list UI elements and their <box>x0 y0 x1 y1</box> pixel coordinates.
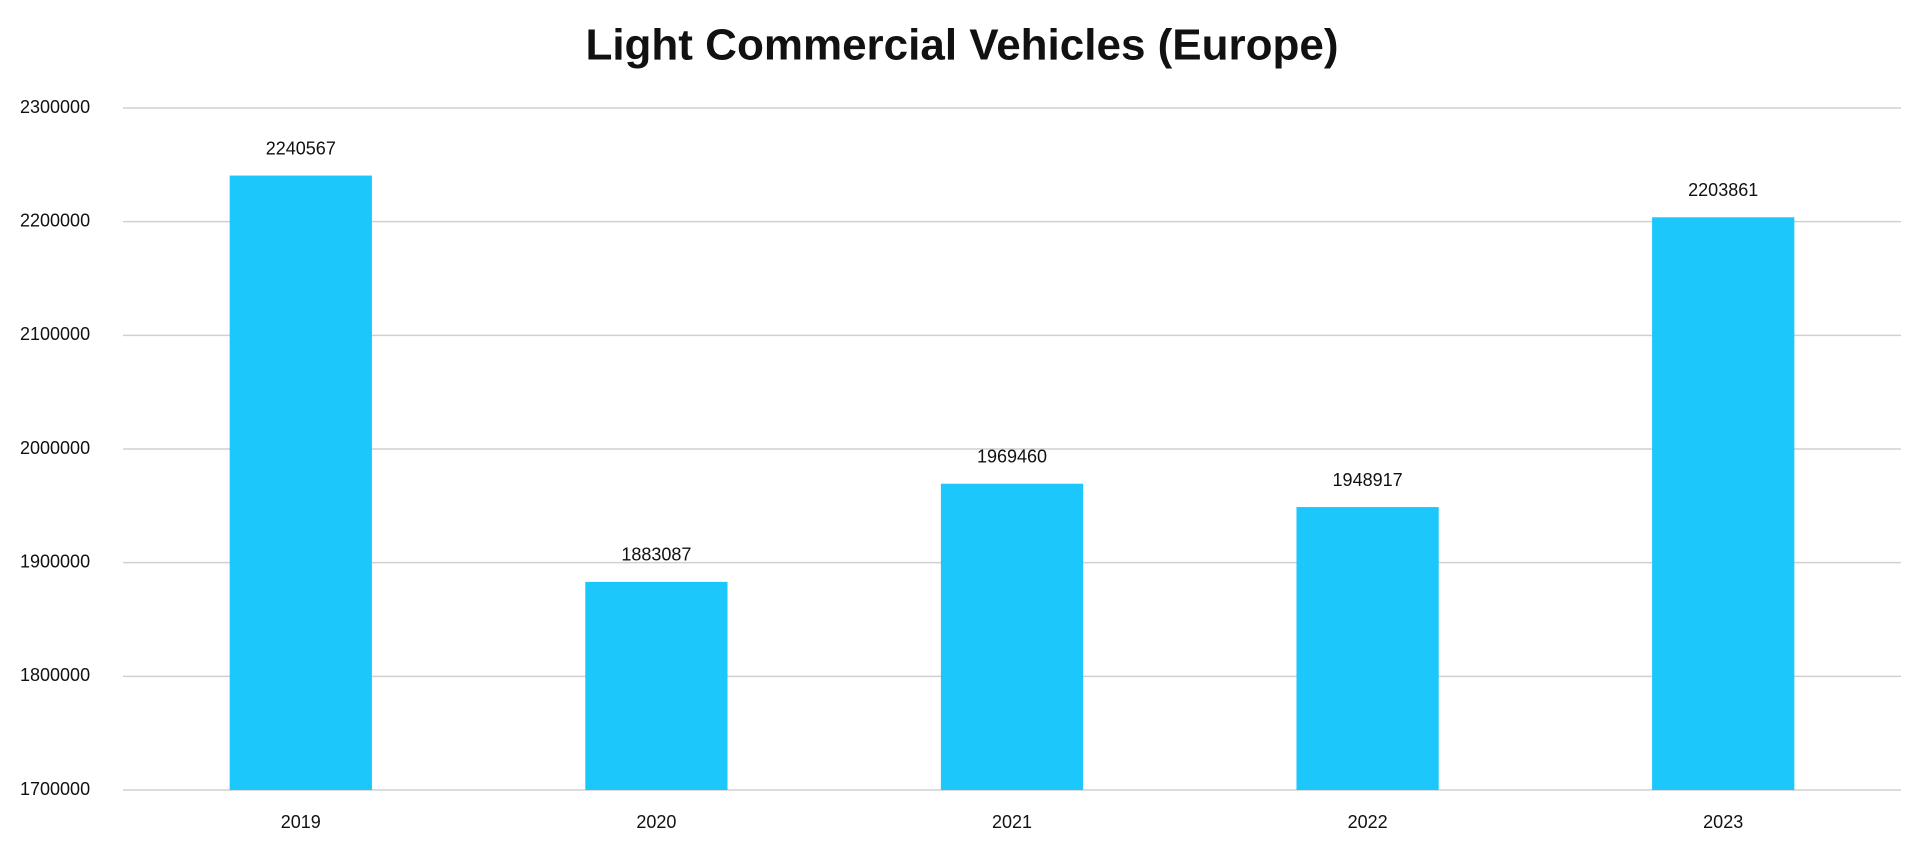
y-tick-label: 2100000 <box>20 324 90 344</box>
value-label: 1883087 <box>621 545 691 565</box>
y-tick-label: 1700000 <box>20 779 90 799</box>
bar <box>1296 507 1439 790</box>
x-tick-label: 2022 <box>1348 812 1388 832</box>
x-tick-label: 2021 <box>992 812 1032 832</box>
y-tick-label: 2300000 <box>20 97 90 117</box>
value-label: 1969460 <box>977 446 1047 466</box>
bar <box>1652 217 1795 790</box>
chart-title: Light Commercial Vehicles (Europe) <box>585 21 1338 70</box>
y-tick-label: 1900000 <box>20 551 90 571</box>
value-label: 2203861 <box>1688 180 1758 200</box>
y-tick-label: 2200000 <box>20 210 90 230</box>
y-tick-label: 1800000 <box>20 665 90 685</box>
bar <box>229 175 372 790</box>
value-label: 2240567 <box>266 138 336 158</box>
x-tick-label: 2023 <box>1703 812 1743 832</box>
bar <box>585 581 728 790</box>
bar <box>940 483 1084 790</box>
value-label: 1948917 <box>1333 470 1403 490</box>
x-tick-label: 2020 <box>636 812 676 832</box>
x-tick-label: 2019 <box>281 812 321 832</box>
y-tick-label: 2000000 <box>20 438 90 458</box>
